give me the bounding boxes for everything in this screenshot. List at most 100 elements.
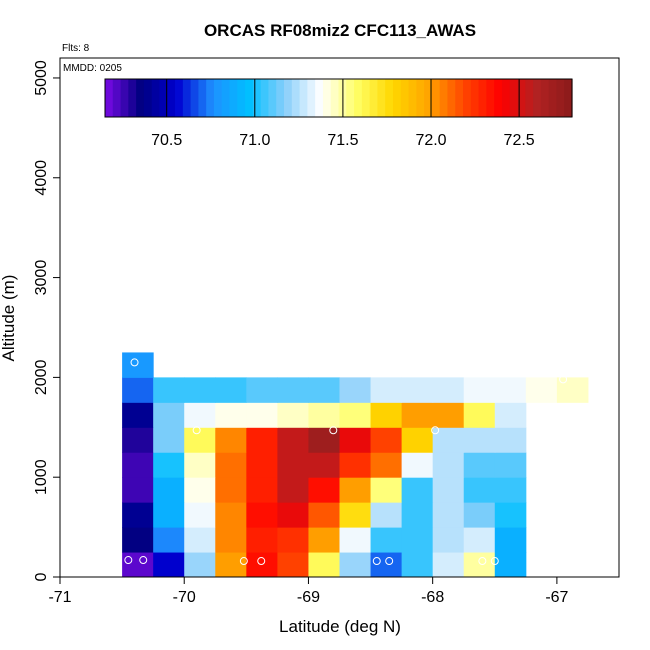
colorbar-swatch	[213, 79, 223, 117]
heatmap-cell	[153, 452, 185, 478]
x-tick-label: -71	[48, 589, 71, 606]
heatmap-cell	[494, 452, 527, 478]
heatmap-cell	[463, 552, 496, 578]
heatmap-cell	[463, 427, 496, 453]
sample-point	[239, 557, 248, 566]
heatmap-cell	[215, 552, 247, 578]
sample-point	[559, 375, 568, 384]
heatmap-cell	[153, 552, 185, 578]
heatmap-cell	[184, 502, 216, 528]
colorbar-swatch	[556, 79, 565, 117]
heatmap-cell	[370, 527, 403, 553]
colorbar-swatch	[105, 79, 114, 117]
date-annotation: MMDD: 0205	[63, 63, 122, 74]
colorbar-swatch	[408, 79, 417, 117]
heatmap-cell	[153, 377, 185, 403]
heatmap-cell	[401, 527, 434, 553]
heatmap-cell	[370, 477, 403, 503]
heatmap-cell	[122, 377, 154, 403]
heatmap-cell	[370, 402, 403, 428]
plot-frame	[59, 57, 620, 578]
heatmap-cell	[401, 427, 434, 453]
sample-point	[257, 557, 266, 566]
heatmap-cell	[339, 502, 372, 528]
heatmap-cell	[153, 502, 185, 528]
heatmap-cell	[494, 402, 527, 428]
heatmap-cell	[494, 527, 527, 553]
x-tick-label: -70	[173, 589, 196, 606]
colorbar-tick-label: 70.5	[151, 132, 182, 149]
colorbar-swatch	[361, 79, 371, 117]
colorbar-swatch	[299, 79, 308, 117]
heatmap-cell	[153, 527, 185, 553]
y-tick-label: 2000	[33, 359, 50, 395]
heatmap-cell	[153, 402, 185, 428]
colorbar: 70.5 71.0 71.5 72.0 72.5	[104, 78, 573, 149]
y-tick-label: 0	[33, 572, 50, 581]
heatmap-cell	[246, 427, 278, 453]
colorbar-swatch	[540, 79, 550, 117]
colorbar-swatch	[509, 79, 519, 117]
heatmap-cell	[339, 427, 372, 453]
colorbar-swatch	[190, 79, 199, 117]
heatmap-cell	[215, 452, 247, 478]
heatmap-cell	[246, 502, 278, 528]
colorbar-swatch	[198, 79, 207, 117]
y-axis: 0 1000 2000 3000 4000 5000	[33, 60, 60, 581]
colorbar-swatch	[182, 79, 192, 117]
sample-point	[192, 426, 201, 435]
heatmap-cell	[463, 527, 496, 553]
colorbar-swatch	[377, 79, 386, 117]
heatmap-cell	[463, 502, 496, 528]
sample-point	[490, 557, 499, 566]
heatmap-cell	[246, 452, 278, 478]
sample-point	[478, 557, 487, 566]
heatmap-cell	[432, 502, 465, 528]
heatmap-cell	[401, 452, 434, 478]
y-tick-label: 3000	[33, 260, 50, 296]
colorbar-swatch	[276, 79, 285, 117]
colorbar-swatch	[369, 79, 379, 117]
colorbar-swatch	[143, 79, 153, 117]
colorbar-swatch	[322, 79, 332, 117]
colorbar-swatch	[245, 79, 254, 117]
heatmap-cell	[184, 527, 216, 553]
colorbar-swatch	[206, 79, 215, 117]
heatmap-cell	[370, 452, 403, 478]
heatmap-cell	[370, 427, 403, 453]
heatmap-cell	[246, 477, 278, 503]
colorbar-swatch	[136, 79, 145, 117]
heatmap-cell	[494, 477, 527, 503]
colorbar-swatch	[268, 79, 277, 117]
heatmap-cell	[494, 427, 527, 453]
sample-point	[124, 556, 133, 565]
heatmap-cell	[432, 427, 465, 453]
sample-points	[124, 358, 568, 566]
heatmap-cell	[184, 477, 216, 503]
heatmap-cell	[277, 477, 309, 503]
colorbar-tick-label: 71.5	[327, 132, 358, 149]
heatmap-cell	[184, 377, 216, 403]
heatmap-cell	[153, 427, 185, 453]
heatmap-cell	[494, 377, 527, 403]
colorbar-swatch	[151, 79, 161, 117]
colorbar-swatch	[478, 79, 487, 117]
colorbar-swatch	[354, 79, 363, 117]
heatmap-cell	[277, 502, 309, 528]
colorbar-swatch	[533, 79, 542, 117]
colorbar-swatch	[128, 79, 137, 117]
colorbar-swatch	[447, 79, 456, 117]
heatmap-cell	[401, 552, 434, 578]
heatmap-cell	[339, 452, 372, 478]
colorbar-swatch	[237, 79, 246, 117]
heatmap-cell	[122, 402, 154, 428]
colorbar-swatch	[548, 79, 558, 117]
colorbar-swatch	[175, 79, 184, 117]
colorbar-swatch	[291, 79, 301, 117]
colorbar-swatch	[221, 79, 231, 117]
colorbar-swatch	[400, 79, 410, 117]
x-axis: -71 -70 -69 -68 -67	[48, 577, 569, 606]
heatmap-cell	[308, 402, 340, 428]
sample-point	[431, 426, 440, 435]
heatmap-cell	[184, 402, 216, 428]
